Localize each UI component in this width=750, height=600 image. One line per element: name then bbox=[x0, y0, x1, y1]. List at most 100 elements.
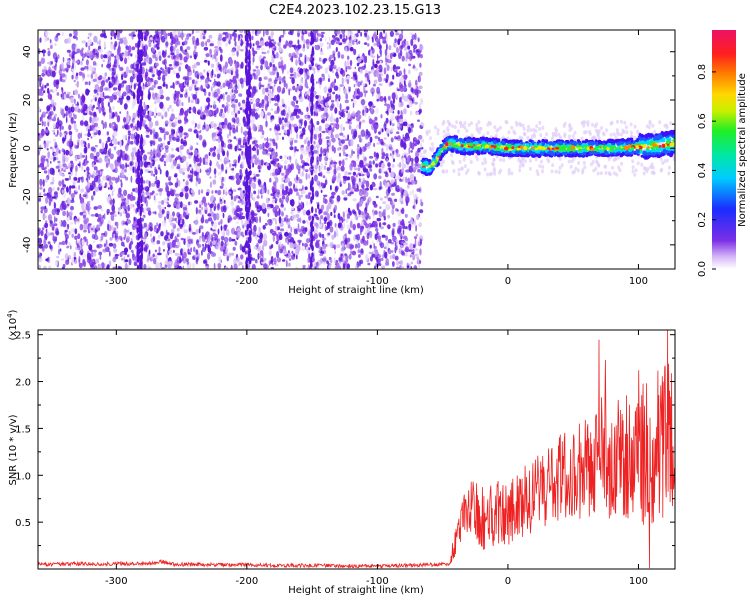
noise-mark bbox=[51, 196, 57, 199]
noise-mark bbox=[269, 127, 272, 131]
noise-mark bbox=[414, 101, 418, 105]
noise-mark bbox=[285, 82, 288, 90]
noise-mark bbox=[253, 246, 257, 250]
noise-mark bbox=[77, 108, 81, 113]
noise-mark bbox=[219, 158, 223, 162]
noise-mark bbox=[403, 108, 407, 115]
noise-mark bbox=[266, 30, 269, 35]
noise-mark bbox=[113, 94, 118, 101]
noise-mark bbox=[100, 33, 105, 38]
noise-mark bbox=[114, 41, 118, 47]
noise-mark bbox=[407, 53, 411, 59]
noise-mark bbox=[363, 42, 368, 45]
noise-mark bbox=[358, 40, 361, 45]
noise-mark bbox=[252, 43, 255, 47]
noise-mark bbox=[213, 91, 218, 98]
noise-mark bbox=[380, 141, 385, 146]
noise-mark bbox=[314, 228, 318, 235]
noise-mark bbox=[344, 157, 348, 161]
noise-mark bbox=[134, 262, 138, 266]
noise-mark bbox=[188, 86, 193, 91]
noise-mark bbox=[318, 42, 324, 47]
noise-mark bbox=[38, 197, 42, 202]
noise-mark bbox=[126, 236, 131, 242]
noise-mark bbox=[202, 196, 207, 204]
noise-mark bbox=[373, 42, 377, 47]
noise-mark bbox=[202, 157, 206, 165]
noise-mark bbox=[294, 185, 298, 189]
noise-mark bbox=[268, 147, 272, 152]
noise-mark bbox=[327, 65, 330, 70]
noise-mark bbox=[213, 206, 216, 212]
noise-mark bbox=[194, 44, 198, 49]
noise-mark bbox=[300, 111, 304, 116]
noise-mark bbox=[269, 172, 272, 176]
noise-mark bbox=[402, 176, 405, 182]
noise-mark bbox=[185, 181, 189, 186]
noise-mark bbox=[390, 137, 394, 143]
noise-mark bbox=[124, 50, 128, 57]
noise-mark bbox=[372, 33, 377, 39]
noise-mark bbox=[319, 171, 323, 177]
noise-mark bbox=[264, 137, 267, 141]
noise-mark bbox=[177, 241, 181, 248]
noise-mark bbox=[113, 248, 118, 253]
noise-mark bbox=[198, 72, 203, 77]
noise-mark bbox=[330, 134, 334, 139]
noise-mark bbox=[126, 85, 130, 93]
noise-mark bbox=[308, 215, 312, 221]
noise-mark bbox=[397, 110, 400, 115]
noise-mark bbox=[155, 62, 159, 67]
noise-mark bbox=[230, 168, 233, 171]
noise-mark bbox=[347, 207, 351, 213]
noise-mark bbox=[249, 192, 253, 199]
noise-mark bbox=[420, 142, 422, 148]
noise-mark bbox=[394, 241, 397, 248]
noise-mark bbox=[76, 36, 78, 41]
noise-mark bbox=[333, 230, 337, 238]
noise-mark bbox=[255, 173, 260, 177]
noise-mark bbox=[257, 124, 260, 131]
noise-mark bbox=[359, 160, 364, 169]
noise-mark bbox=[399, 118, 404, 123]
noise-mark bbox=[330, 185, 332, 191]
noise-mark bbox=[295, 266, 299, 269]
noise-mark bbox=[412, 44, 418, 50]
noise-mark bbox=[338, 160, 342, 167]
noise-mark bbox=[347, 120, 350, 123]
noise-mark bbox=[390, 66, 393, 72]
noise-mark bbox=[385, 153, 389, 158]
noise-mark bbox=[353, 84, 356, 88]
noise-mark bbox=[284, 154, 288, 159]
noise-mark bbox=[104, 231, 108, 237]
noise-mark bbox=[186, 33, 190, 40]
noise-mark bbox=[295, 254, 298, 260]
noise-mark bbox=[320, 189, 323, 193]
noise-mark bbox=[411, 252, 415, 255]
noise-mark bbox=[299, 167, 302, 171]
noise-mark bbox=[230, 200, 235, 207]
noise-mark bbox=[218, 143, 221, 150]
noise-mark bbox=[44, 238, 47, 246]
noise-mark bbox=[252, 231, 257, 237]
noise-mark bbox=[408, 100, 413, 108]
noise-mark bbox=[417, 147, 421, 153]
noise-mark bbox=[121, 257, 124, 261]
noise-mark bbox=[273, 152, 277, 158]
noise-mark bbox=[238, 215, 244, 220]
noise-mark bbox=[156, 68, 159, 76]
noise-mark bbox=[293, 243, 298, 248]
noise-mark bbox=[351, 149, 354, 157]
noise-mark bbox=[58, 180, 62, 187]
noise-mark bbox=[217, 228, 220, 235]
noise-mark bbox=[415, 224, 417, 232]
noise-mark bbox=[344, 170, 348, 176]
noise-mark bbox=[319, 81, 322, 85]
noise-mark bbox=[288, 123, 292, 131]
noise-mark bbox=[376, 142, 381, 145]
noise-mark bbox=[320, 107, 325, 111]
noise-mark bbox=[103, 185, 107, 189]
noise-mark bbox=[234, 107, 238, 114]
noise-mark bbox=[112, 230, 116, 235]
